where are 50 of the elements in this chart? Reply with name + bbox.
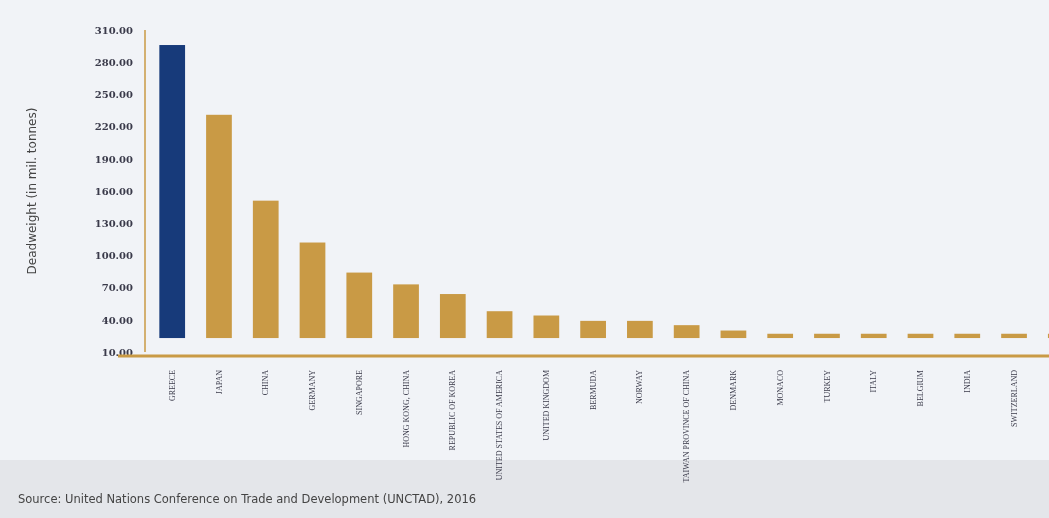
bar bbox=[814, 333, 840, 339]
y-tick-label: 100.00 bbox=[94, 250, 134, 262]
x-tick-label: MONACO bbox=[775, 369, 785, 406]
x-tick-label: NORWAY bbox=[635, 369, 645, 404]
bar bbox=[627, 320, 653, 339]
bar bbox=[1001, 333, 1027, 339]
x-tick-label: CHINA bbox=[261, 369, 271, 396]
y-tick-label: 310.00 bbox=[94, 24, 134, 36]
bar bbox=[860, 333, 887, 339]
bar bbox=[393, 284, 419, 339]
y-tick-label: 280.00 bbox=[94, 56, 134, 68]
x-tick-label: HONG KONG, CHINA bbox=[401, 369, 411, 448]
bar bbox=[299, 242, 326, 339]
y-tick-label: 160.00 bbox=[94, 185, 134, 197]
bar bbox=[673, 325, 700, 339]
bar bbox=[720, 330, 747, 339]
x-tick-label: SINGAPORE bbox=[354, 369, 364, 415]
bar bbox=[767, 333, 794, 339]
bar bbox=[486, 311, 513, 339]
x-tick-label: BERMUDA bbox=[588, 369, 598, 411]
y-axis-title: Deadweight (in mil. tonnes) bbox=[25, 107, 39, 275]
y-tick-label: 70.00 bbox=[101, 282, 134, 294]
x-tick-label: DENMARK bbox=[728, 369, 738, 411]
y-tick-label: 250.00 bbox=[94, 89, 134, 101]
x-tick-label: GREECE bbox=[167, 369, 177, 402]
x-tick-label: INDIA bbox=[962, 369, 972, 393]
x-tick-label: TAIWAN PROVINCE OF CHINA bbox=[682, 369, 692, 483]
x-tick-label: TURKEY bbox=[822, 369, 832, 403]
bar bbox=[439, 294, 466, 339]
bar bbox=[533, 315, 560, 339]
x-tick-label: UNITED KINGDOM bbox=[541, 370, 551, 441]
x-tick-label: SWITZERLAND bbox=[1009, 369, 1019, 427]
x-tick-label: GERMANY bbox=[308, 369, 318, 411]
bar bbox=[159, 45, 186, 339]
x-tick-label: ITALY bbox=[869, 369, 879, 393]
bar bbox=[907, 333, 934, 339]
bar bbox=[954, 333, 981, 339]
x-tick-label: UNITED STATES OF AMERICA bbox=[495, 369, 505, 481]
x-tick-label: BELGIUM bbox=[916, 370, 926, 407]
source-note: Source: United Nations Conference on Trade and Development (UNCTAD), 2016 bbox=[18, 492, 477, 506]
bar bbox=[346, 272, 373, 339]
x-tick-label: JAPAN bbox=[214, 369, 224, 395]
y-tick-label: 220.00 bbox=[94, 121, 134, 133]
y-tick-label: 190.00 bbox=[94, 153, 134, 165]
y-tick-label: 130.00 bbox=[94, 217, 134, 229]
x-tick-label: REPUBLIC OF KOREA bbox=[448, 369, 458, 451]
bar bbox=[580, 320, 606, 339]
y-tick-label: 40.00 bbox=[101, 314, 134, 326]
bar bbox=[252, 200, 279, 339]
bar bbox=[206, 114, 232, 339]
